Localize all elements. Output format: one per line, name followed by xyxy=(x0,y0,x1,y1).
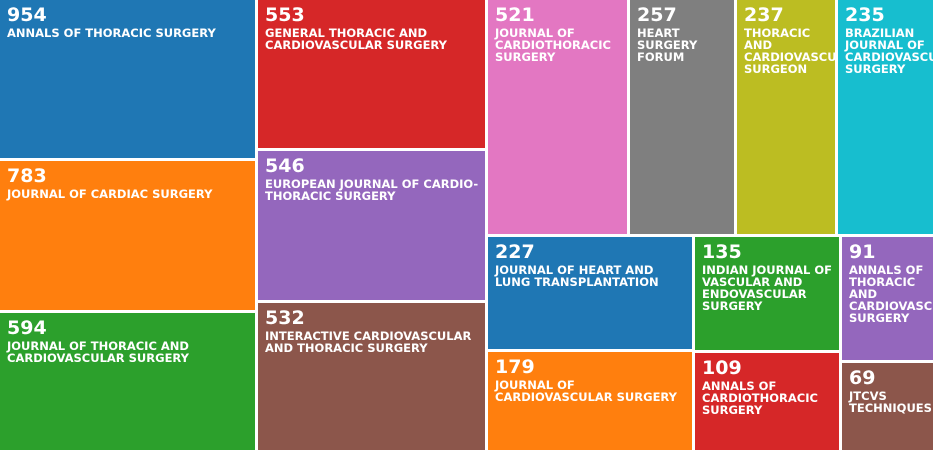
treemap-tile[interactable]: 532 INTERACTIVE CARDIOVASCULAR AND THORAC… xyxy=(258,303,488,450)
tile-value: 553 xyxy=(265,4,305,26)
tile-value: 235 xyxy=(845,4,885,26)
tile-label: THORACIC AND CARDIOVASCULAR SURGEON xyxy=(744,26,837,76)
treemap-tile[interactable]: 109 ANNALS OF CARDIOTHORACIC SURGERY xyxy=(695,353,842,450)
tile-value: 179 xyxy=(495,356,535,378)
tile-label: ANNALS OF THORACIC SURGERY xyxy=(7,26,216,40)
treemap-tile[interactable]: 179 JOURNAL OF CARDIOVASCULAR SURGERY xyxy=(488,352,695,450)
tile-label: JOURNAL OF THORACIC AND CARDIOVASCULAR S… xyxy=(7,339,189,365)
tile-label: GENERAL THORACIC AND CARDIOVASCULAR SURG… xyxy=(265,26,447,52)
treemap-tile[interactable]: 546 EUROPEAN JOURNAL OF CARDIO-THORACIC S… xyxy=(258,151,488,303)
tile-value: 521 xyxy=(495,4,535,26)
tile-value: 109 xyxy=(702,357,742,379)
tile-label: INTERACTIVE CARDIOVASCULAR AND THORACIC … xyxy=(265,329,472,355)
treemap-tile[interactable]: 783 JOURNAL OF CARDIAC SURGERY xyxy=(0,161,258,313)
tile-label: JTCVS TECHNIQUES xyxy=(849,389,932,415)
treemap-tile[interactable]: 954 ANNALS OF THORACIC SURGERY xyxy=(0,0,258,161)
tile-value: 954 xyxy=(7,4,47,26)
tile-label: EUROPEAN JOURNAL OF CARDIO-THORACIC SURG… xyxy=(265,177,479,203)
tile-value: 227 xyxy=(495,241,535,263)
tile-value: 135 xyxy=(702,241,742,263)
tile-value: 783 xyxy=(7,165,47,187)
treemap-tile[interactable]: 69 JTCVS TECHNIQUES xyxy=(842,363,933,450)
tile-value: 91 xyxy=(849,241,876,263)
treemap-tile[interactable]: 521 JOURNAL OF CARDIOTHORACIC SURGERY xyxy=(488,0,630,237)
tile-label: JOURNAL OF CARDIAC SURGERY xyxy=(7,187,213,201)
tile-value: 594 xyxy=(7,317,47,339)
tile-label: JOURNAL OF HEART AND LUNG TRANSPLANTATIO… xyxy=(495,263,659,289)
tile-label: BRAZILIAN JOURNAL OF CARDIOVASCULAR SURG… xyxy=(845,26,933,76)
tile-value: 257 xyxy=(637,4,677,26)
treemap-tile[interactable]: 227 JOURNAL OF HEART AND LUNG TRANSPLANTA… xyxy=(488,237,695,352)
tile-value: 69 xyxy=(849,367,876,389)
tile-label: JOURNAL OF CARDIOVASCULAR SURGERY xyxy=(495,378,677,404)
tile-label: HEART SURGERY FORUM xyxy=(637,26,698,64)
treemap-tile[interactable]: 135 INDIAN JOURNAL OF VASCULAR AND ENDOVA… xyxy=(695,237,842,353)
tile-value: 546 xyxy=(265,155,305,177)
tile-label: ANNALS OF THORACIC AND CARDIOVASCULAR SU… xyxy=(849,263,933,325)
treemap-tile[interactable]: 257 HEART SURGERY FORUM xyxy=(630,0,737,237)
tile-value: 532 xyxy=(265,307,305,329)
tile-label: JOURNAL OF CARDIOTHORACIC SURGERY xyxy=(495,26,611,64)
tile-label: INDIAN JOURNAL OF VASCULAR AND ENDOVASCU… xyxy=(702,263,832,313)
tile-label: ANNALS OF CARDIOTHORACIC SURGERY xyxy=(702,379,818,417)
tile-value: 237 xyxy=(744,4,784,26)
treemap-tile[interactable]: 594 JOURNAL OF THORACIC AND CARDIOVASCULA… xyxy=(0,313,258,450)
treemap-tile[interactable]: 553 GENERAL THORACIC AND CARDIOVASCULAR S… xyxy=(258,0,488,151)
